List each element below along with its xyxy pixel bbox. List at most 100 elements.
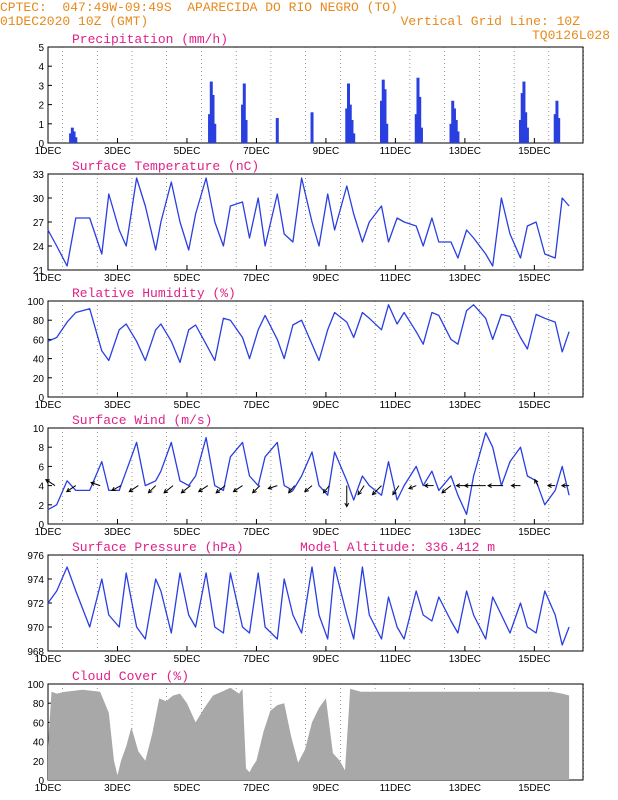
wind-arrow-head [344, 502, 350, 508]
precip-bar [456, 131, 460, 143]
precip-bar [553, 114, 557, 143]
x-tick-label: 7DEC [243, 400, 270, 411]
precip-bar [555, 100, 559, 143]
x-tick-label: 3DEC [104, 783, 131, 794]
wind-arrow [392, 485, 400, 495]
wind-arrow-head [163, 488, 169, 494]
precip-bar [414, 114, 418, 143]
cloud-area [48, 687, 570, 780]
y-tick-label: 40 [33, 355, 45, 366]
wind-arrow-head [392, 490, 397, 496]
wind-arrow [323, 485, 330, 494]
y-tick-label: 24 [33, 242, 45, 253]
x-tick-label: 11DEC [380, 400, 412, 411]
wind-arrow [288, 485, 296, 494]
x-tick-label: 11DEC [380, 527, 412, 538]
x-tick-label: 7DEC [243, 527, 270, 538]
y-tick-label: 33 [33, 170, 45, 181]
panel-annotation: Model Altitude: 336.412 m [300, 540, 495, 555]
x-tick-label: 1DEC [35, 146, 62, 157]
precip-bar [211, 95, 215, 143]
panel-4: 0 2 4 6 8 10 1DEC 3DEC 5DEC 7DEC 9DEC 11DEC 13DEC 15D… [33, 413, 584, 538]
precip-bar [242, 83, 246, 143]
wind-arrow-head [180, 488, 186, 494]
series-line [47, 566, 570, 646]
precip-bar [518, 119, 522, 143]
wind-arrow [45, 479, 56, 487]
precip-bar [69, 133, 73, 143]
precip-bar [380, 100, 384, 143]
precip-bar [522, 81, 526, 143]
wind-arrow-head [357, 490, 362, 496]
wind-arrow [372, 485, 382, 495]
y-tick-label: 21 [33, 266, 45, 277]
precip-bar [419, 127, 423, 143]
x-tick-label: 9DEC [313, 273, 340, 284]
wind-arrow-head [455, 483, 461, 488]
wind-arrow-head [232, 487, 238, 493]
y-tick-label: 60 [33, 718, 45, 729]
wind-arrow-head [111, 486, 116, 491]
y-tick-label: 80 [33, 699, 45, 710]
wind-arrow [90, 482, 101, 487]
x-tick-label: 11DEC [380, 654, 412, 665]
panel-3: 0 20 40 60 80 100 1DEC 3DEC 5DEC 7DEC 9DEC 11DEC 13D… [27, 286, 584, 411]
panel-frame [47, 300, 584, 398]
precip-bar [348, 104, 352, 143]
wind-arrow-head [65, 487, 71, 493]
x-tick-label: 5DEC [174, 146, 201, 157]
wind-arrow-head [251, 488, 257, 494]
x-tick-label: 3DEC [104, 400, 131, 411]
wind-arrow [129, 485, 139, 493]
header-code: TQ0126L028 [531, 28, 610, 43]
y-tick-label: 80 [33, 316, 45, 327]
wind-arrow-head [441, 488, 446, 494]
y-tick-label: 60 [33, 335, 45, 346]
y-tick-label: 5 [38, 43, 44, 54]
wind-arrow-head [487, 483, 492, 488]
y-tick-label: 100 [27, 297, 44, 308]
x-tick-label: 11DEC [380, 273, 412, 284]
x-tick-label: 13DEC [449, 400, 481, 411]
panel-title: Precipitation (mm/h) [72, 32, 228, 47]
wind-arrow [181, 485, 191, 494]
precip-bar [213, 123, 217, 143]
precip-bar [310, 112, 314, 143]
y-tick-label: 20 [33, 374, 45, 385]
wind-arrow-head [197, 487, 203, 493]
y-tick-label: 972 [27, 599, 44, 610]
precip-bar [350, 119, 354, 143]
wind-arrow [252, 485, 261, 494]
x-tick-label: 3DEC [104, 527, 131, 538]
precip-bar [72, 131, 76, 143]
x-tick-label: 5DEC [174, 783, 201, 794]
header-line1: CPTEC: 047:49W-09:49S APARECIDA DO RIO N… [0, 0, 398, 15]
x-tick-label: 13DEC [449, 273, 481, 284]
y-tick-label: 4 [38, 62, 44, 73]
precip-bar [70, 127, 74, 143]
y-tick-label: 2 [38, 501, 44, 512]
x-tick-label: 13DEC [449, 146, 481, 157]
wind-arrow [66, 485, 77, 493]
precip-bar [557, 118, 561, 143]
panel-6: 0 20 40 60 80 100 1DEC 3DEC 5DEC 7DEC 9DEC 11DEC 13D… [27, 669, 584, 794]
x-tick-label: 15DEC [518, 654, 550, 665]
y-tick-label: 40 [33, 738, 45, 749]
x-tick-label: 13DEC [449, 783, 481, 794]
wind-arrow [304, 485, 313, 492]
precip-bar [418, 96, 422, 143]
wind-arrow [198, 485, 209, 493]
x-tick-label: 3DEC [104, 654, 131, 665]
x-tick-label: 7DEC [243, 273, 270, 284]
y-tick-label: 0 [38, 393, 44, 404]
wind-arrow-head [288, 488, 293, 494]
x-tick-label: 9DEC [313, 146, 340, 157]
x-tick-label: 1DEC [35, 273, 62, 284]
y-tick-label: 27 [33, 218, 45, 229]
panel-frame [47, 427, 584, 525]
y-tick-label: 0 [38, 776, 44, 787]
panel-title: Surface Pressure (hPa) [72, 540, 244, 555]
wind-arrow-head [510, 483, 516, 488]
wind-arrow-head [463, 483, 469, 488]
wind-arrow-head [128, 487, 134, 493]
